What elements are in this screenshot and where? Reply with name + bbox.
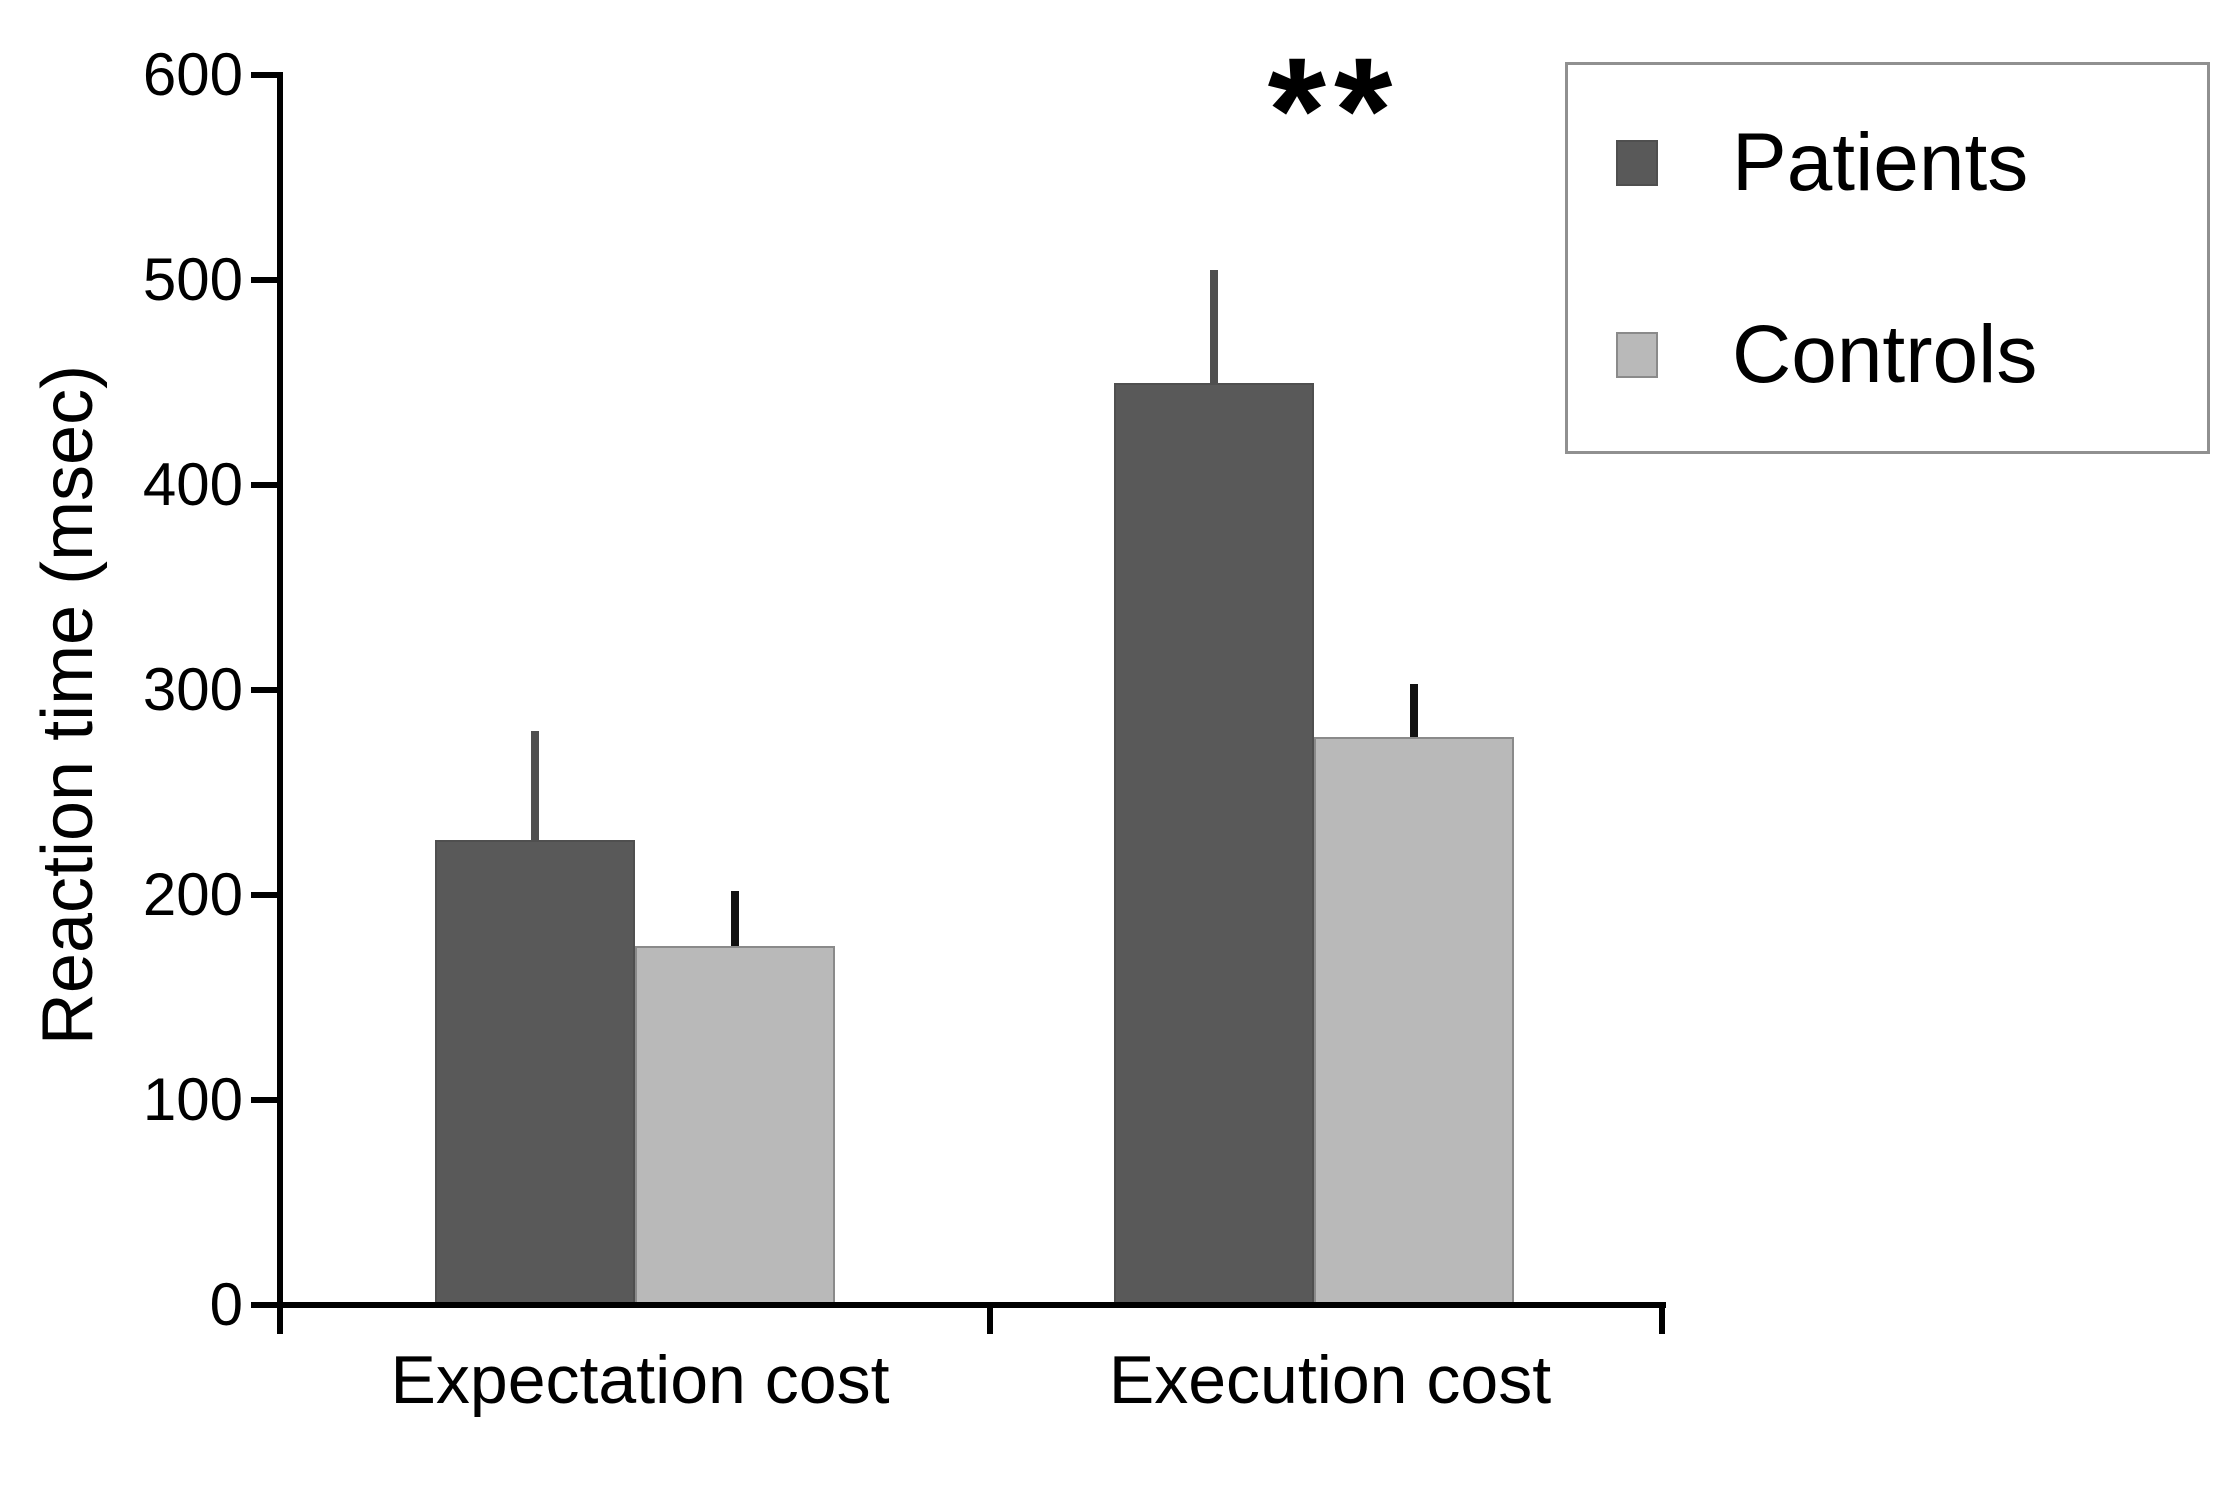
error-bar-controls-expectation-cost bbox=[731, 890, 739, 947]
error-bar-controls-execution-cost bbox=[1410, 683, 1418, 738]
x-category-label-expectation-cost: Expectation cost bbox=[390, 1342, 890, 1418]
y-tick-300 bbox=[251, 687, 277, 693]
legend-label-patients: Patients bbox=[1732, 117, 2029, 208]
y-tick-600 bbox=[251, 72, 277, 78]
y-tick-label-0: 0 bbox=[209, 1271, 243, 1338]
legend-item-controls: Controls bbox=[1616, 295, 2037, 415]
x-axis-line bbox=[277, 1302, 1666, 1308]
legend-label-controls: Controls bbox=[1732, 309, 2038, 400]
y-tick-label-100: 100 bbox=[142, 1066, 243, 1133]
error-bar-patients-expectation-cost bbox=[531, 731, 539, 840]
legend-item-patients: Patients bbox=[1616, 103, 2028, 223]
legend: Patients Controls bbox=[1565, 62, 2210, 454]
y-tick-label-500: 500 bbox=[142, 246, 243, 313]
legend-swatch-patients bbox=[1616, 140, 1658, 186]
y-tick-label-200: 200 bbox=[142, 861, 243, 928]
y-tick-500 bbox=[251, 277, 277, 283]
y-tick-200 bbox=[251, 892, 277, 898]
bar-controls-execution-cost bbox=[1314, 737, 1514, 1304]
y-tick-0 bbox=[251, 1302, 277, 1308]
error-bar-patients-execution-cost bbox=[1210, 269, 1218, 383]
x-axis-tick-2 bbox=[1659, 1302, 1665, 1334]
bar-patients-expectation-cost bbox=[435, 839, 635, 1304]
significance-marker: ** bbox=[1267, 26, 1401, 194]
y-tick-label-300: 300 bbox=[142, 656, 243, 723]
y-axis-line bbox=[277, 72, 283, 1308]
y-tick-label-400: 400 bbox=[142, 451, 243, 518]
y-tick-label-600: 600 bbox=[142, 41, 243, 108]
x-axis-tick-1 bbox=[987, 1302, 993, 1334]
x-category-label-execution-cost: Execution cost bbox=[1108, 1342, 1552, 1418]
x-axis-tick-0 bbox=[277, 1302, 283, 1334]
y-tick-100 bbox=[251, 1097, 277, 1103]
bar-patients-execution-cost bbox=[1114, 382, 1314, 1304]
legend-swatch-controls bbox=[1616, 332, 1658, 378]
y-tick-400 bbox=[251, 482, 277, 488]
bar-controls-expectation-cost bbox=[635, 946, 835, 1304]
